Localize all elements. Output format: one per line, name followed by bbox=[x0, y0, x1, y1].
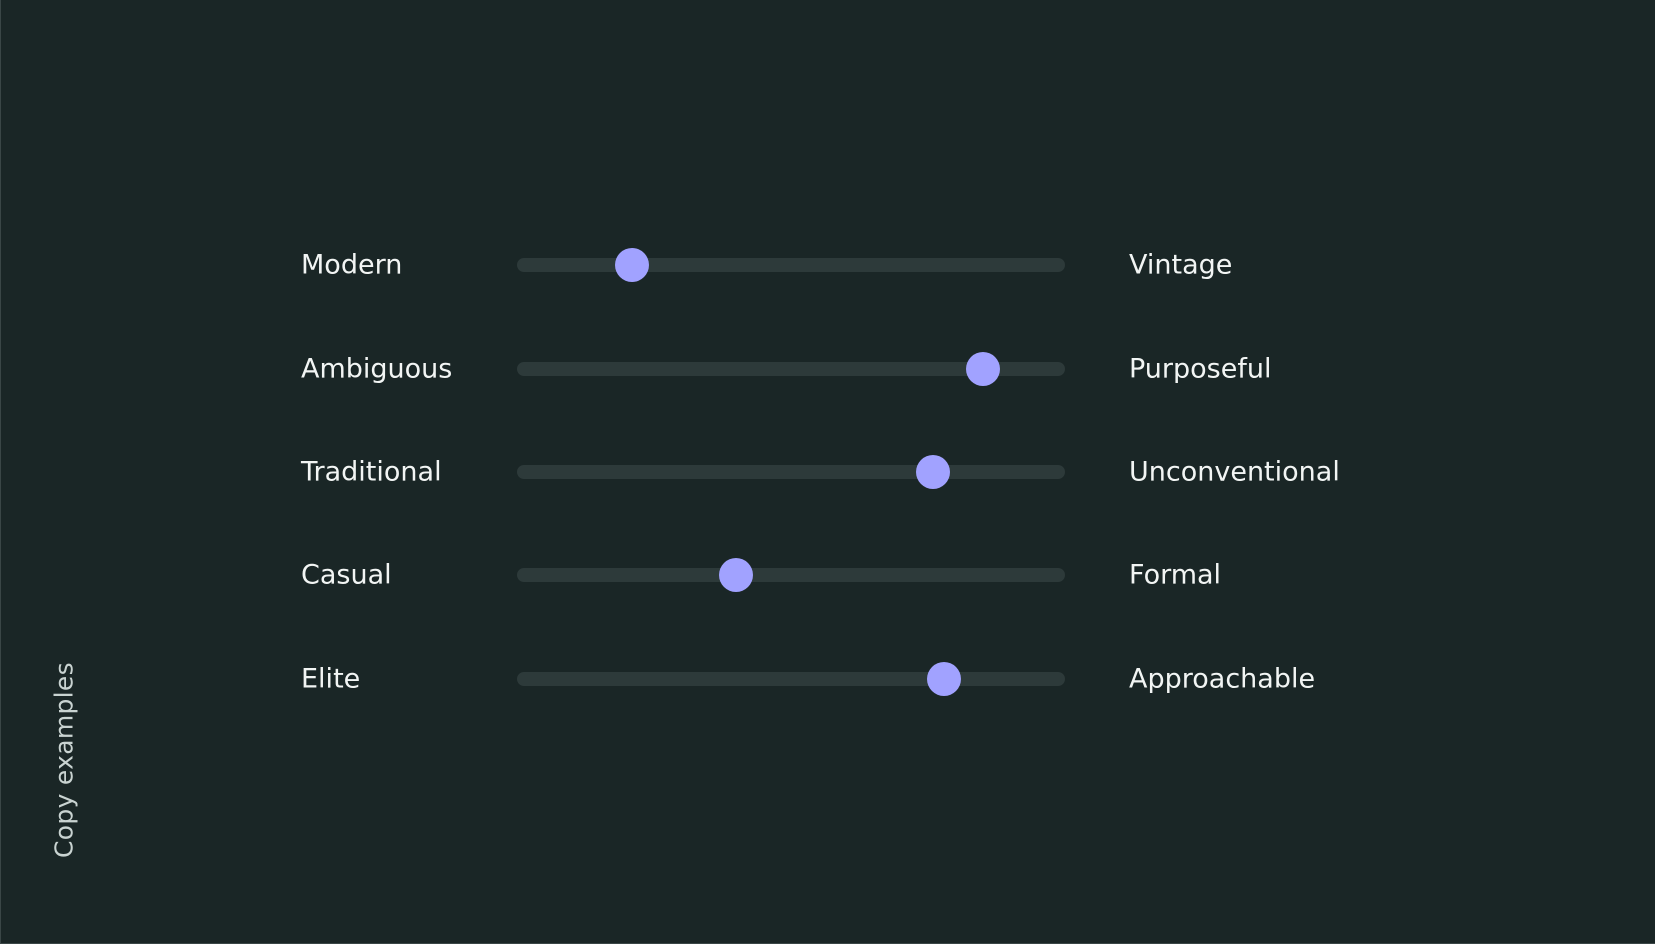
slider-track[interactable] bbox=[517, 662, 1065, 696]
slider-right-label: Unconventional bbox=[1129, 456, 1340, 488]
slider-track[interactable] bbox=[517, 248, 1065, 282]
slider-row-traditional-unconventional: Traditional Unconventional bbox=[0, 442, 1655, 502]
slider-left-label: Modern bbox=[301, 249, 403, 281]
slider-track[interactable] bbox=[517, 455, 1065, 489]
slider-thumb[interactable] bbox=[719, 558, 754, 592]
slider-track[interactable] bbox=[517, 558, 1065, 592]
slider-thumb[interactable] bbox=[927, 662, 962, 696]
slider-right-label: Formal bbox=[1129, 559, 1222, 591]
slider-row-casual-formal: Casual Formal bbox=[0, 545, 1655, 605]
slider-left-label: Casual bbox=[301, 559, 392, 591]
slider-left-label: Traditional bbox=[301, 456, 442, 488]
slider-track[interactable] bbox=[517, 352, 1065, 386]
slider-left-label: Ambiguous bbox=[301, 353, 453, 385]
slider-thumb[interactable] bbox=[916, 455, 951, 489]
slider-row-elite-approachable: Elite Approachable bbox=[0, 649, 1655, 709]
slider-right-label: Approachable bbox=[1129, 663, 1316, 695]
slider-right-label: Vintage bbox=[1129, 249, 1233, 281]
slider-row-modern-vintage: Modern Vintage bbox=[0, 235, 1655, 295]
slider-row-ambiguous-purposeful: Ambiguous Purposeful bbox=[0, 339, 1655, 399]
slider-thumb[interactable] bbox=[965, 352, 1000, 386]
slider-right-label: Purposeful bbox=[1129, 353, 1272, 385]
slider-left-label: Elite bbox=[301, 663, 361, 695]
slider-thumb[interactable] bbox=[615, 248, 650, 282]
